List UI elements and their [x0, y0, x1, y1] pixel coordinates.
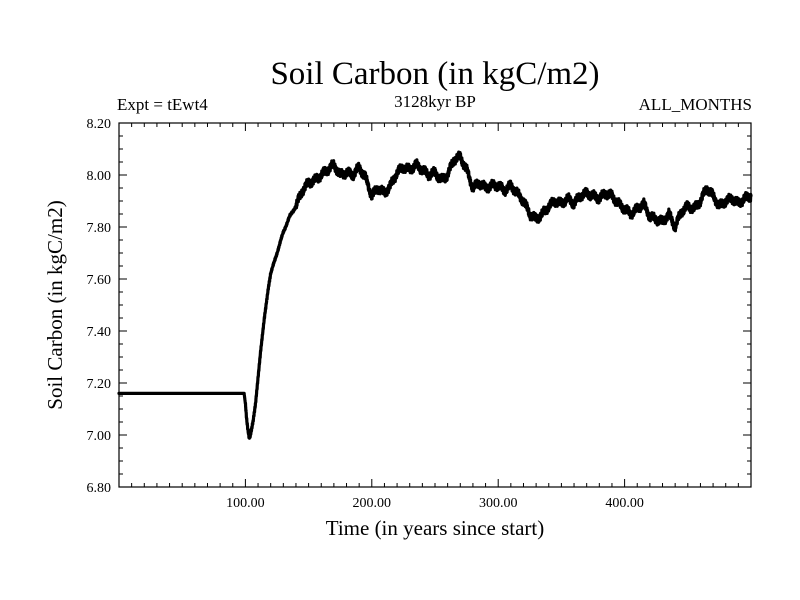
soil-carbon-series-line — [117, 150, 753, 440]
y-tick-label: 7.20 — [87, 377, 112, 392]
experiment-label: Expt = tEwt4 — [117, 95, 208, 114]
chart-title: Soil Carbon (in kgC/m2) — [270, 56, 599, 92]
subtitle-label: 3128kyr BP — [394, 92, 476, 111]
y-tick-label: 7.80 — [87, 221, 112, 236]
x-tick-label: 300.00 — [479, 496, 518, 511]
x-axis-ticks: 100.00 200.00 300.00 400.00 — [131, 123, 739, 511]
period-label: ALL_MONTHS — [639, 95, 752, 114]
y-tick-label: 7.00 — [87, 429, 112, 444]
y-tick-label: 7.60 — [87, 273, 112, 288]
y-tick-label: 6.80 — [87, 481, 112, 496]
y-axis-label: Soil Carbon (in kgC/m2) — [43, 200, 67, 409]
x-axis-label: Time (in years since start) — [326, 516, 545, 540]
x-tick-label: 100.00 — [226, 496, 265, 511]
y-axis-ticks: 6.80 7.00 7.20 7.40 7.60 7.80 8.00 8.20 — [87, 117, 751, 496]
x-tick-label: 400.00 — [605, 496, 644, 511]
x-tick-label: 200.00 — [353, 496, 392, 511]
y-tick-label: 8.20 — [87, 117, 112, 132]
y-tick-label: 7.40 — [87, 325, 112, 340]
series-layer — [117, 150, 753, 440]
soil-carbon-series-core — [119, 156, 752, 439]
y-tick-label: 8.00 — [87, 169, 112, 184]
